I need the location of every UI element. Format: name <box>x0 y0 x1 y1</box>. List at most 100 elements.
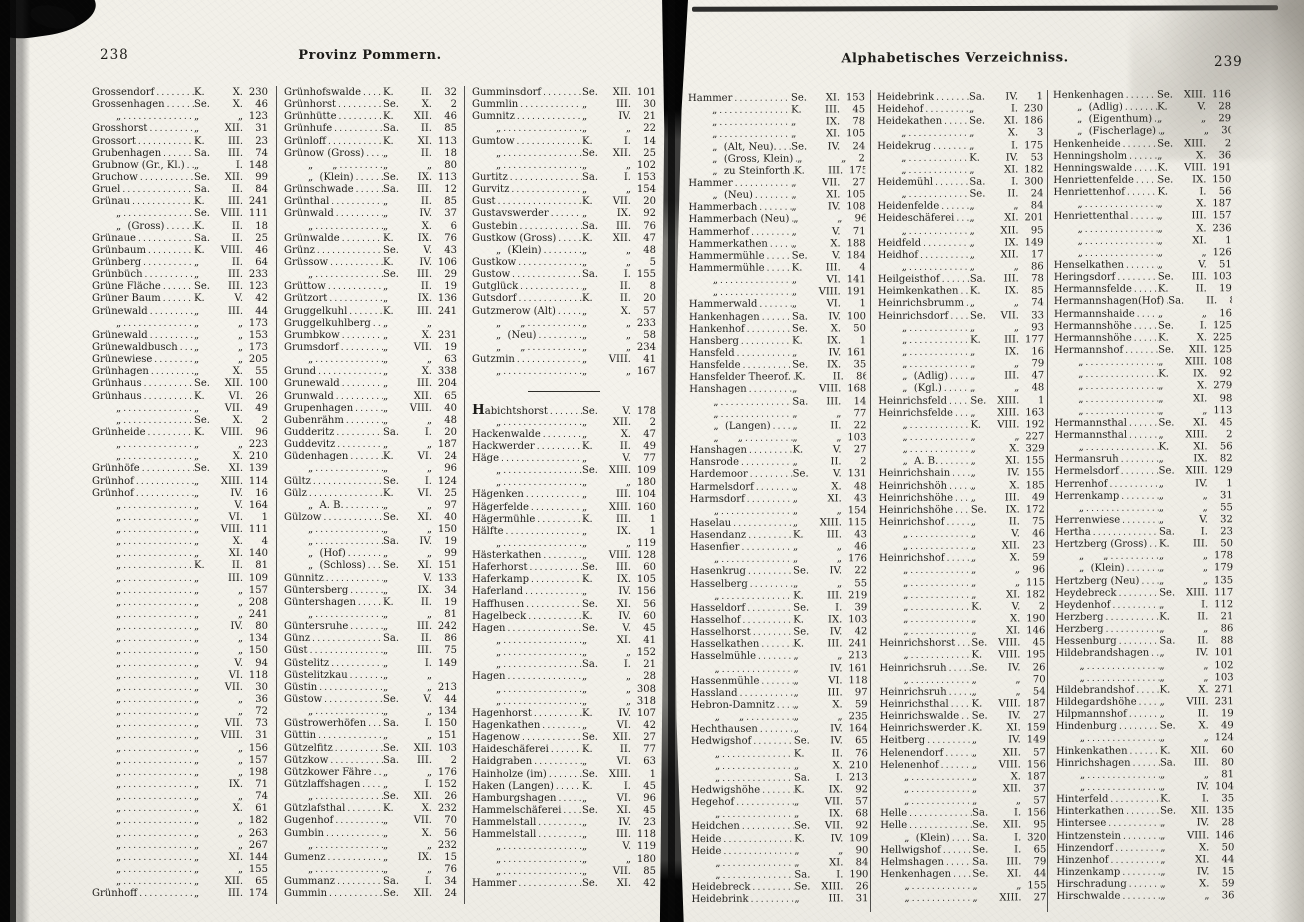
index-entry: „.......................................… <box>902 431 1045 443</box>
index-entry: „.......................................… <box>116 851 268 863</box>
index-entry: „.......................................… <box>904 783 1047 795</box>
index-entry: „.......................................… <box>116 560 268 572</box>
index-entry: Gruggelkuhl.............................… <box>284 305 457 317</box>
index-entry: Grünwalde...............................… <box>284 232 457 244</box>
index-entry: „.......................................… <box>116 694 268 706</box>
index-entry: Hertha..................................… <box>1054 526 1233 539</box>
index-entry: Hessenburg..............................… <box>1055 635 1234 648</box>
index-entry: Henningsholm............................… <box>1053 149 1232 162</box>
index-entry: Haselau.................................… <box>689 517 867 529</box>
index-entry: Güntersruhe.............................… <box>284 621 457 633</box>
index-entry: „.......................................… <box>308 791 457 803</box>
index-entry: Grünhof.................................… <box>92 487 268 499</box>
index-entry: „.......................................… <box>496 853 656 865</box>
index-entry: Hirschradung............................… <box>1056 878 1235 891</box>
index-entry: „.......................................… <box>713 505 867 517</box>
index-entry: „.......................................… <box>116 451 268 463</box>
index-entry: Heinrichswerder.........................… <box>879 722 1046 735</box>
index-entry: „.......................................… <box>902 540 1046 553</box>
index-entry: „.......................................… <box>901 164 1044 176</box>
index-entry: „.......................................… <box>714 759 868 772</box>
index-entry: „.......................................… <box>1078 502 1233 514</box>
index-entry: „.......................................… <box>116 402 268 414</box>
index-entry: „.......................................… <box>308 839 457 851</box>
index-entry: Grubnow (Gr., Kl.)......................… <box>92 159 268 171</box>
index-entry: Gützkow.................................… <box>284 754 457 766</box>
index-entry: „.......................................… <box>1079 732 1234 745</box>
index-entry: „.......................................… <box>903 674 1046 686</box>
index-entry: Gülz....................................… <box>284 487 457 499</box>
index-entry: Gumtow..................................… <box>472 135 656 147</box>
index-entry: Grünheide...............................… <box>92 426 268 438</box>
index-entry: Gurtitz.................................… <box>472 171 656 183</box>
index-entry: Heide...................................… <box>691 832 869 845</box>
index-entry: Güstin..................................… <box>284 681 457 693</box>
index-entry: „.......................................… <box>714 772 869 784</box>
index-entry: Grünz...................................… <box>284 244 457 256</box>
index-entry: „.......................................… <box>496 683 656 695</box>
index-entry: „.......................................… <box>714 589 868 602</box>
index-entry: Hardemoor...............................… <box>689 468 867 481</box>
index-entry: Heinrichsdorf...........................… <box>877 309 1044 322</box>
index-entry: Grünbaum................................… <box>92 244 268 256</box>
index-entry: Heitberg................................… <box>879 734 1046 747</box>
index-entry: Grüne Fläche............................… <box>92 281 268 293</box>
index-entry: Grossenhagen............................… <box>92 99 268 111</box>
index-entry: Grunwald................................… <box>284 390 457 402</box>
index-entry: Gutzmin.................................… <box>472 354 656 366</box>
index-entry: Grünhöfe................................… <box>92 463 268 475</box>
index-column-f: Henkenhagen.............................… <box>1053 89 1235 903</box>
index-entry: Hagen...................................… <box>472 671 656 683</box>
index-entry: „.......................................… <box>496 416 656 428</box>
index-entry: „.......................................… <box>902 334 1045 346</box>
index-entry: Heinrichshöh............................… <box>878 479 1045 492</box>
index-entry: „.......................................… <box>116 681 268 693</box>
index-entry: Hansberg................................… <box>689 335 867 347</box>
index-entry: „.......................................… <box>712 128 866 141</box>
index-entry: „.......................................… <box>1080 781 1235 793</box>
index-entry: Güstelitzkau............................… <box>284 669 432 681</box>
page-title-right: Alphabetisches Verzeichniss. <box>841 50 1069 67</box>
index-entry: Hasselmühle.............................… <box>690 650 868 663</box>
index-entry: Henkenhagen.............................… <box>880 868 1047 880</box>
index-entry: Heidekrug...............................… <box>877 139 1044 152</box>
index-entry: Grumsdorf...............................… <box>284 341 457 353</box>
index-entry: Herrenkamp..............................… <box>1054 489 1233 502</box>
index-entry: „.......................................… <box>116 621 268 633</box>
index-entry: Herrenhof...............................… <box>1054 477 1233 490</box>
index-entry: Hellwigshof.............................… <box>880 843 1047 856</box>
index-entry: Grupenhagen.............................… <box>284 402 457 414</box>
index-entry: Henselkathen............................… <box>1053 259 1232 271</box>
index-entry: Gützlafsthal............................… <box>284 803 457 815</box>
index-entry: Günz....................................… <box>284 633 457 645</box>
index-entry: Gummanz.................................… <box>284 876 457 888</box>
index-entry: Gustebin................................… <box>472 220 656 232</box>
index-entry: Gutsdorf................................… <box>472 293 656 305</box>
index-entry: „.......................................… <box>116 511 268 523</box>
index-entry: Hasenfier...............................… <box>689 541 868 554</box>
index-entry: „.......................................… <box>116 742 268 754</box>
index-entry: Henriettenhof...........................… <box>1053 186 1232 199</box>
index-entry: Henningswalde...........................… <box>1053 162 1232 174</box>
index-entry: Hälfte..................................… <box>472 525 656 537</box>
index-entry: Grunewald...............................… <box>284 378 457 390</box>
index-entry: „.......................................… <box>308 354 457 366</box>
index-entry: Grünloff................................… <box>284 135 457 147</box>
index-entry: Heidchen................................… <box>691 820 869 833</box>
index-entry: Hasendanz...............................… <box>689 529 867 542</box>
section-initial: H <box>472 404 485 417</box>
index-entry: „.......................................… <box>902 346 1045 358</box>
index-entry: Heidebrink..............................… <box>691 893 869 906</box>
index-entry: „.......................................… <box>496 865 656 877</box>
index-entry: Grünewaldbusch..........................… <box>92 341 268 353</box>
index-entry: Habichtshorst...........................… <box>472 404 656 417</box>
index-entry: Henkenhagen.............................… <box>1053 89 1232 101</box>
index-entry: Gumminsdorf.............................… <box>472 87 656 98</box>
index-entry: Grund...................................… <box>284 366 457 378</box>
index-entry: „.......................................… <box>116 584 268 596</box>
index-entry: „.......................................… <box>714 747 868 760</box>
index-entry: „.......................................… <box>496 647 656 659</box>
index-entry: „.......................................… <box>116 596 268 608</box>
index-entry: Grossendorf.............................… <box>92 87 268 98</box>
index-entry: Henkenheide.............................… <box>1053 137 1232 150</box>
